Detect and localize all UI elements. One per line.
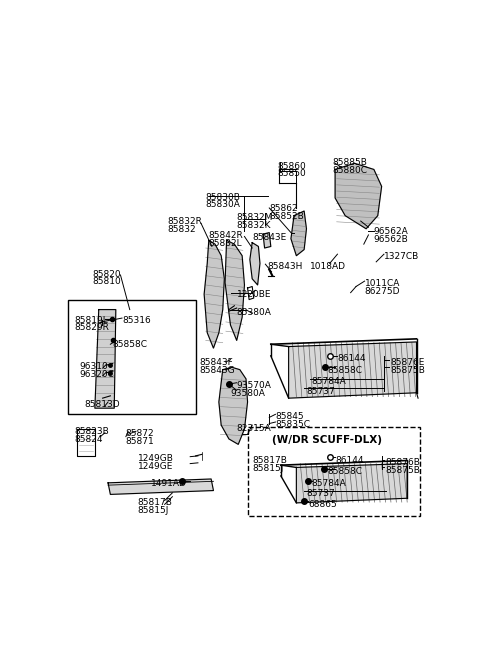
Text: 85843G: 85843G xyxy=(200,365,235,375)
Text: 68865: 68865 xyxy=(308,500,337,509)
Text: 85858C: 85858C xyxy=(327,365,362,375)
Text: 93580A: 93580A xyxy=(230,389,265,398)
Polygon shape xyxy=(291,211,306,255)
Text: 86144: 86144 xyxy=(337,354,366,364)
Text: 85885B: 85885B xyxy=(333,158,368,167)
Text: 85830B: 85830B xyxy=(206,193,240,202)
Polygon shape xyxy=(335,163,382,229)
Text: 85817B: 85817B xyxy=(137,498,172,507)
Text: 85380A: 85380A xyxy=(237,308,272,317)
Bar xyxy=(248,428,420,516)
Text: 85845: 85845 xyxy=(276,412,304,421)
Text: 85824: 85824 xyxy=(74,435,102,444)
Text: 85875B: 85875B xyxy=(390,365,425,375)
Text: 85858C: 85858C xyxy=(113,341,148,349)
Text: 85880C: 85880C xyxy=(333,166,368,175)
Text: 85832L: 85832L xyxy=(209,239,242,248)
Text: 85843H: 85843H xyxy=(268,262,303,271)
Text: 85316: 85316 xyxy=(122,316,151,325)
Polygon shape xyxy=(108,479,214,495)
Text: 85737: 85737 xyxy=(306,489,335,498)
Text: 85784A: 85784A xyxy=(312,479,347,488)
Text: 1327CB: 1327CB xyxy=(384,252,419,261)
Text: 85858C: 85858C xyxy=(327,468,362,476)
Polygon shape xyxy=(95,310,116,408)
Text: 96562A: 96562A xyxy=(374,227,408,236)
Polygon shape xyxy=(204,240,224,348)
Text: 85843F: 85843F xyxy=(200,358,233,367)
Text: 1491AD: 1491AD xyxy=(152,479,187,488)
Polygon shape xyxy=(296,464,407,503)
Text: 93570A: 93570A xyxy=(237,381,272,390)
Text: 96310: 96310 xyxy=(79,362,108,371)
Text: 1249GB: 1249GB xyxy=(137,455,173,463)
Text: 82315A: 82315A xyxy=(237,424,272,432)
Text: 85815J: 85815J xyxy=(137,506,169,515)
Text: 85876E: 85876E xyxy=(390,358,424,367)
Text: 85830A: 85830A xyxy=(206,200,240,209)
Text: 85832K: 85832K xyxy=(237,221,271,230)
Text: 96320C: 96320C xyxy=(79,369,114,379)
Text: 85843E: 85843E xyxy=(252,233,287,242)
Text: 85852B: 85852B xyxy=(269,212,304,221)
Text: 85832: 85832 xyxy=(167,225,195,234)
Text: 1018AD: 1018AD xyxy=(311,262,347,271)
Text: 85819L: 85819L xyxy=(74,316,108,325)
Polygon shape xyxy=(225,240,244,341)
Text: 86144: 86144 xyxy=(335,456,364,465)
Text: 85810: 85810 xyxy=(93,277,121,286)
Text: 85842R: 85842R xyxy=(209,231,243,240)
Text: 85817B: 85817B xyxy=(252,456,287,465)
Polygon shape xyxy=(263,233,271,248)
Text: 85871: 85871 xyxy=(126,437,155,445)
Text: 85860: 85860 xyxy=(277,162,306,171)
Text: 85872: 85872 xyxy=(126,429,155,438)
Text: 85829R: 85829R xyxy=(74,324,109,333)
Polygon shape xyxy=(288,342,417,398)
Bar xyxy=(68,301,196,415)
Text: 85875B: 85875B xyxy=(385,466,420,475)
Text: 85815J: 85815J xyxy=(252,464,284,473)
Text: 1220BE: 1220BE xyxy=(237,290,271,299)
Text: 85862: 85862 xyxy=(269,204,298,213)
Text: (W/DR SCUFF-DLX): (W/DR SCUFF-DLX) xyxy=(272,435,382,445)
Text: 85823B: 85823B xyxy=(74,428,108,436)
Text: 85850: 85850 xyxy=(277,170,306,178)
Text: 1011CA: 1011CA xyxy=(365,279,400,288)
Text: 85820: 85820 xyxy=(93,270,121,278)
Text: 85832R: 85832R xyxy=(167,217,202,226)
Text: 85813D: 85813D xyxy=(85,400,120,409)
Text: 85784A: 85784A xyxy=(312,377,347,386)
Text: 1249GE: 1249GE xyxy=(137,462,173,471)
Text: 86275D: 86275D xyxy=(365,286,400,295)
Text: 85737: 85737 xyxy=(306,386,335,396)
Text: 85876B: 85876B xyxy=(385,458,420,467)
Polygon shape xyxy=(250,242,260,285)
Text: 85835C: 85835C xyxy=(276,420,311,429)
Polygon shape xyxy=(219,367,248,444)
Text: 96562B: 96562B xyxy=(374,235,408,244)
Text: 85832M: 85832M xyxy=(237,214,273,222)
